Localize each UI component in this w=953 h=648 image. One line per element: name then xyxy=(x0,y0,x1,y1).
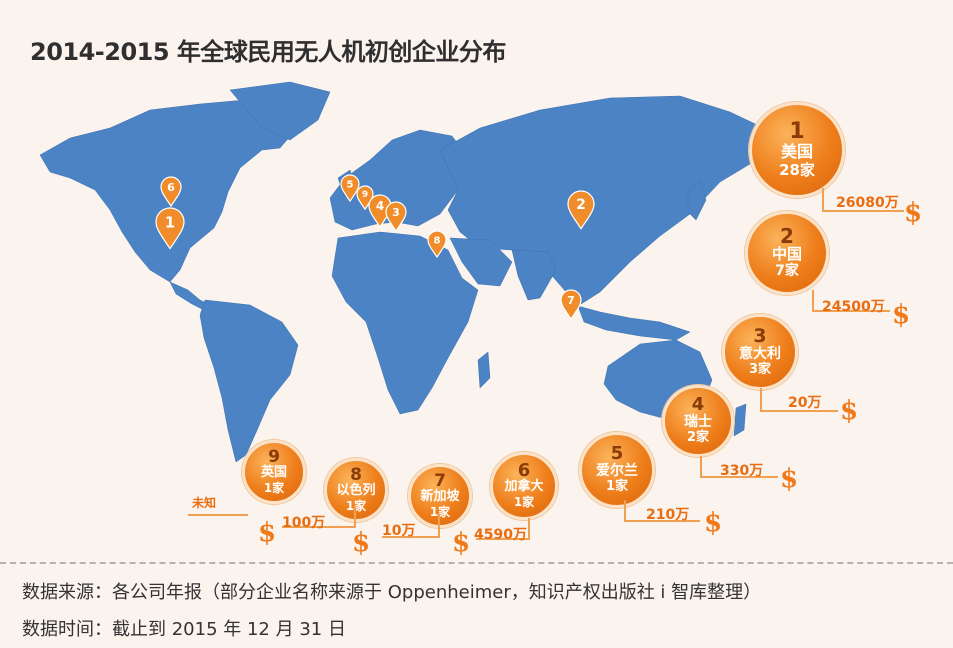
madagascar xyxy=(478,352,490,388)
unknown-label: 未知 xyxy=(192,494,216,511)
map-pin-label: 1 xyxy=(165,213,175,231)
southeast-asia xyxy=(578,306,690,340)
rank-number: 5 xyxy=(611,445,624,463)
funding-amount: 4590万 xyxy=(474,524,527,544)
funding-amount: 210万 xyxy=(646,504,689,524)
map-pin-label: 4 xyxy=(376,199,384,213)
country-name: 英国 xyxy=(261,466,287,481)
unknown-line xyxy=(188,514,248,516)
dollar-icon: $ xyxy=(258,520,276,546)
country-name: 美国 xyxy=(781,143,813,161)
rank-bubble-4: 4瑞士2家 xyxy=(662,385,734,457)
dollar-icon: $ xyxy=(780,466,798,492)
funding-amount: 20万 xyxy=(788,392,821,412)
india xyxy=(512,250,556,300)
dollar-icon: $ xyxy=(704,510,722,536)
funding-amount: 100万 xyxy=(282,512,325,532)
company-count: 1家 xyxy=(264,481,284,495)
company-count: 28家 xyxy=(779,161,815,179)
rank-number: 9 xyxy=(268,449,280,466)
rank-number: 8 xyxy=(350,467,362,484)
company-count: 2家 xyxy=(687,430,709,446)
map-pin-label: 5 xyxy=(347,179,354,190)
footer-source: 数据来源：各公司年报（部分企业名称来源于 Oppenheimer，知识产权出版社… xyxy=(22,578,761,604)
country-name: 瑞士 xyxy=(684,414,712,430)
map-pin-label: 7 xyxy=(567,294,575,307)
south-america xyxy=(200,300,298,462)
country-name: 中国 xyxy=(772,246,802,263)
rank-number: 7 xyxy=(434,473,446,490)
company-count: 1家 xyxy=(606,479,628,495)
rank-bubble-6: 6加拿大1家 xyxy=(490,452,558,520)
dollar-icon: $ xyxy=(352,530,370,556)
country-name: 加拿大 xyxy=(504,480,543,495)
rank-bubble-1: 1美国28家 xyxy=(749,102,845,198)
map-pin-label: 9 xyxy=(362,190,368,200)
dollar-icon: $ xyxy=(452,530,470,556)
company-count: 3家 xyxy=(749,362,771,378)
funding-amount: 26080万 xyxy=(836,192,899,212)
rank-bubble-2: 2中国7家 xyxy=(745,211,829,295)
africa xyxy=(332,232,478,414)
continents xyxy=(40,82,768,462)
funding-amount: 24500万 xyxy=(822,296,885,316)
map-pin-label: 2 xyxy=(576,197,586,213)
rank-bubble-5: 5爱尔兰1家 xyxy=(579,432,655,508)
dollar-icon: $ xyxy=(904,200,922,226)
new-zealand xyxy=(734,404,746,436)
map-pin-label: 8 xyxy=(434,235,441,246)
footer-time: 数据时间：截止到 2015 年 12 月 31 日 xyxy=(22,615,346,641)
country-name: 新加坡 xyxy=(420,490,459,505)
country-name: 以色列 xyxy=(336,484,375,499)
rank-number: 3 xyxy=(753,327,766,346)
rank-number: 2 xyxy=(780,226,794,246)
rank-bubble-3: 3意大利3家 xyxy=(722,314,798,390)
divider xyxy=(0,562,953,564)
rank-number: 4 xyxy=(692,396,705,414)
company-count: 1家 xyxy=(514,495,534,509)
country-name: 意大利 xyxy=(739,346,781,362)
dollar-icon: $ xyxy=(892,302,910,328)
rank-number: 1 xyxy=(789,121,804,143)
funding-amount: 330万 xyxy=(720,460,763,480)
map-pin-label: 3 xyxy=(392,206,400,219)
map-pin-label: 6 xyxy=(167,181,175,194)
country-name: 爱尔兰 xyxy=(596,463,638,479)
map-pin-3: 3 xyxy=(386,202,406,231)
dollar-icon: $ xyxy=(840,398,858,424)
funding-amount: 10万 xyxy=(382,520,415,540)
map-pin-7: 7 xyxy=(561,290,581,319)
rank-bubble-9: 9英国1家 xyxy=(242,440,306,504)
company-count: 7家 xyxy=(775,263,799,280)
rank-number: 6 xyxy=(518,462,531,480)
